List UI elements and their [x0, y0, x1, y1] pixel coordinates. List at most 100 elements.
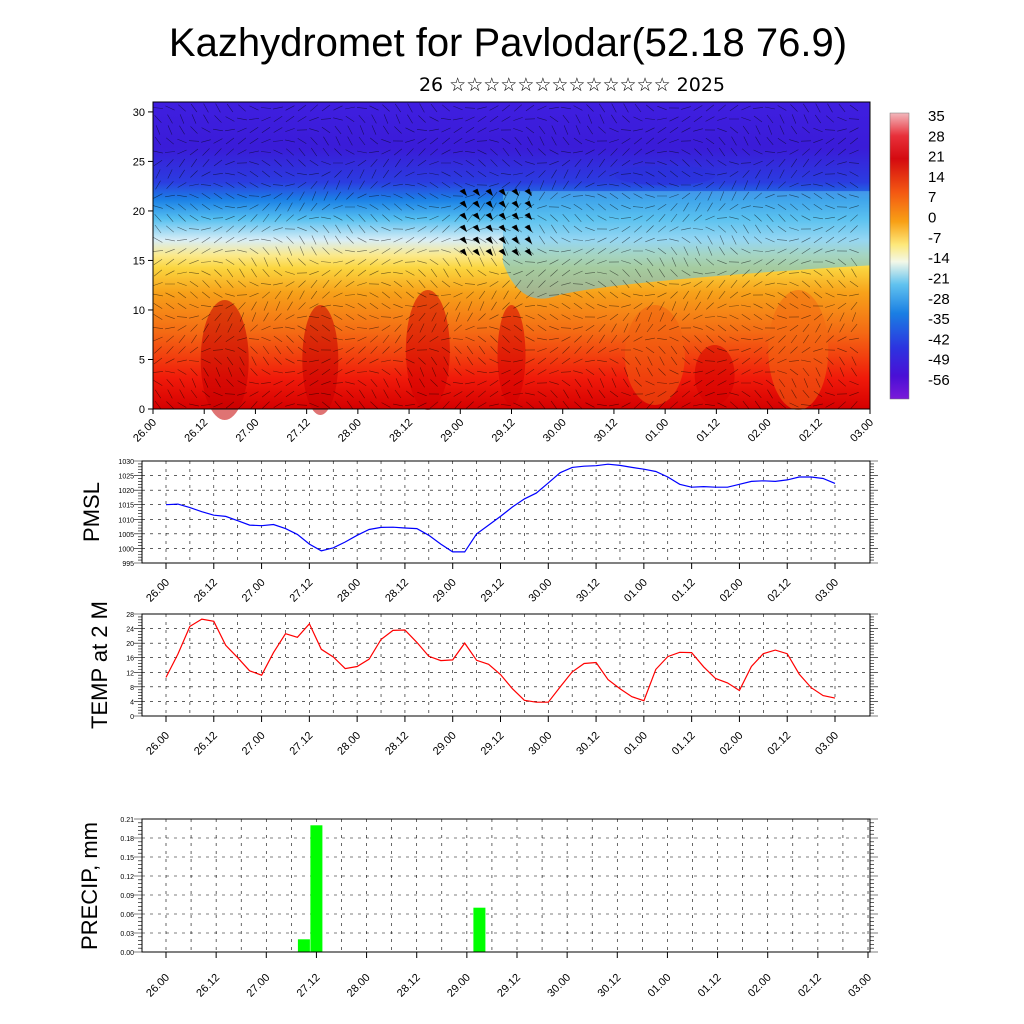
x-tick-label: 26.12 [192, 730, 220, 758]
pmsl-x-axis: 26.00 26.12 27.00 27.12 28.00 28.12 29.00 29.12… [144, 563, 841, 605]
y-tick-label: 1030 [118, 459, 134, 466]
x-tick-label: 03.00 [848, 417, 876, 445]
x-tick-label: 28.12 [383, 730, 411, 758]
colorbar-labels: 35 28 21 14 7 0 -7 -14 -21 -28 -35 -42 -49 -56 [928, 108, 950, 389]
y-tick-label: 10 [133, 305, 145, 317]
y-tick-label: 20 [126, 641, 134, 648]
temp-grid [134, 613, 878, 717]
x-tick-label: 01.00 [622, 730, 650, 758]
x-tick-label: 26.00 [144, 972, 172, 1000]
x-tick-label: 29.00 [431, 730, 459, 758]
x-tick-label: 02.12 [765, 730, 793, 758]
y-tick-label: 15 [133, 255, 145, 267]
x-tick-label: 02.12 [765, 577, 793, 605]
x-tick-label: 02.12 [796, 972, 824, 1000]
grid-lines [142, 461, 870, 563]
x-tick-label: 29.12 [479, 577, 507, 605]
x-tick-label: 28.00 [335, 730, 363, 758]
warm-core [497, 305, 526, 405]
colorbar-label: 7 [928, 189, 936, 206]
y-tick-label: 0.00 [120, 950, 134, 957]
pmsl-grid [134, 460, 878, 564]
x-tick-label: 29.12 [495, 972, 523, 1000]
x-tick-label: 03.00 [813, 577, 841, 605]
heatmap-x-axis: 26.00 26.12 27.00 27.12 28.00 28.12 29.00 29.12… [131, 409, 876, 445]
x-tick-label: 30.12 [574, 577, 602, 605]
temp-frame [141, 613, 871, 717]
pmsl-line [165, 463, 836, 553]
warm-core [768, 290, 829, 410]
y-tick-label: 1005 [118, 532, 134, 539]
y-tick-label: 12 [126, 670, 134, 677]
cold-core [615, 165, 716, 186]
x-tick-label: 30.00 [541, 417, 569, 445]
warm-core [302, 305, 339, 415]
cold-intrusion [502, 191, 870, 299]
precip-bar [310, 825, 323, 952]
x-tick-label: 28.00 [335, 577, 363, 605]
x-tick-label: 26.12 [182, 417, 210, 445]
y-tick-label: 1010 [118, 517, 134, 524]
precip-bars [297, 825, 486, 952]
x-tick-label: 01.00 [646, 972, 674, 1000]
colorbar-label: -56 [928, 372, 950, 389]
colorbar-label: 0 [928, 210, 936, 227]
y-tick-label: 16 [126, 656, 134, 663]
warm-core [200, 300, 249, 420]
precip-grid [134, 818, 878, 953]
pmsl-frame [141, 460, 871, 564]
wind-barb-cluster [459, 188, 533, 257]
x-tick-label: 26.00 [131, 417, 159, 445]
precip-x-axis: 26.00 26.12 27.00 27.12 28.00 28.12 29.00 29.12… [144, 952, 874, 1000]
warm-core [405, 290, 450, 410]
wind-arrow-field [152, 103, 860, 410]
x-tick-label: 30.00 [526, 730, 554, 758]
temp-y-axis: 0 4 8 12 16 20 24 28 [126, 612, 134, 721]
colorbar-label: -35 [928, 311, 950, 328]
y-tick-label: 0.18 [120, 836, 134, 843]
y-tick-label: 5 [139, 354, 145, 366]
x-tick-label: 30.12 [592, 417, 620, 445]
temp-x-axis: 26.00 26.12 27.00 27.12 28.00 28.12 29.00 29.12… [144, 716, 841, 758]
precip-bar [473, 907, 486, 952]
y-tick-label: 0 [139, 404, 145, 416]
colorbar [889, 112, 910, 400]
y-tick-label: 25 [133, 156, 145, 168]
y-tick-label: 0.09 [120, 893, 134, 900]
x-tick-label: 02.12 [797, 417, 825, 445]
x-tick-label: 27.00 [234, 417, 262, 445]
colorbar-label: -42 [928, 331, 950, 348]
y-tick-label: 0 [130, 714, 134, 721]
x-tick-label: 03.00 [813, 730, 841, 758]
y-tick-label: 1000 [118, 546, 134, 553]
y-tick-label: 0.03 [120, 931, 134, 938]
x-tick-label: 02.00 [718, 577, 746, 605]
y-tick-label: 1020 [118, 488, 134, 495]
y-tick-label: 4 [130, 699, 134, 706]
precip-bar [297, 939, 310, 952]
x-tick-label: 30.12 [574, 730, 602, 758]
x-tick-label: 27.12 [285, 417, 313, 445]
x-tick-label: 29.00 [431, 577, 459, 605]
chart-title: Kazhydromet for Pavlodar(52.18 76.9) [169, 21, 847, 65]
x-tick-label: 01.12 [670, 577, 698, 605]
x-tick-label: 27.00 [240, 730, 268, 758]
y-tick-label: 8 [130, 685, 134, 692]
temp-axis-label: TEMP at 2 M [87, 601, 112, 729]
x-tick-label: 03.00 [846, 972, 874, 1000]
y-tick-label: 30 [133, 107, 145, 119]
y-tick-label: 0.15 [120, 855, 134, 862]
x-tick-label: 30.12 [595, 972, 623, 1000]
x-tick-label: 29.12 [490, 417, 518, 445]
colorbar-label: -21 [928, 270, 950, 287]
x-tick-label: 29.00 [445, 972, 473, 1000]
y-tick-label: 995 [122, 561, 134, 568]
x-tick-label: 27.00 [240, 577, 268, 605]
x-tick-label: 27.12 [288, 730, 316, 758]
x-tick-label: 01.12 [695, 417, 723, 445]
warm-core [694, 345, 735, 405]
x-tick-label: 30.00 [545, 972, 573, 1000]
pmsl-axis-label: PMSL [79, 482, 104, 542]
colorbar-label: -7 [928, 230, 941, 247]
